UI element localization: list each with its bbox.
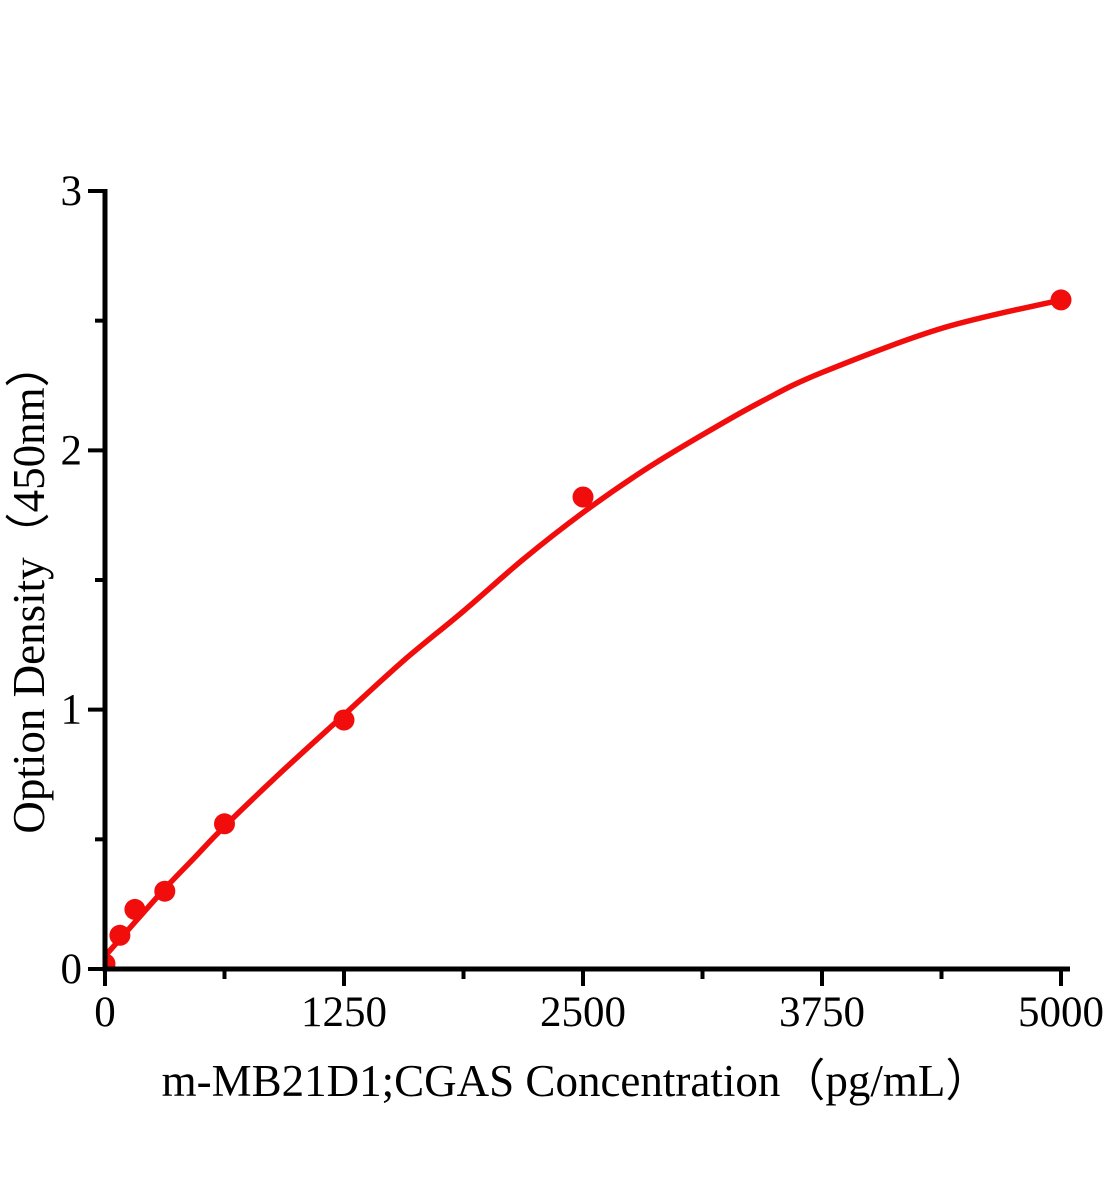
axis-ticks	[88, 189, 1063, 986]
y-axis-title: Option Density（450nm）	[4, 342, 54, 833]
x-tick-label: 2500	[540, 989, 626, 1036]
data-point	[1050, 289, 1072, 311]
data-point	[124, 898, 146, 920]
data-point	[154, 880, 176, 902]
x-tick-label: 5000	[1018, 989, 1104, 1036]
data-point	[333, 709, 355, 731]
x-axis-title: m-MB21D1;CGAS Concentration（pg/mL）	[162, 1056, 991, 1106]
data-point	[105, 953, 116, 969]
x-tick-label: 0	[94, 989, 116, 1036]
y-tick-label: 3	[61, 168, 83, 215]
axes	[102, 189, 1070, 972]
data-point	[214, 813, 235, 835]
x-tick-label: 1250	[301, 989, 387, 1036]
plot-area	[105, 289, 1072, 969]
y-tick-label: 1	[61, 687, 83, 734]
x-tick-label: 3750	[779, 989, 865, 1036]
y-tick-label: 0	[61, 946, 83, 993]
fit-curve	[105, 297, 1064, 959]
y-tick-label: 2	[61, 427, 83, 474]
data-point	[572, 486, 594, 508]
plot-layer: 0 1 2 3 0 1250 2500 3750 5000	[61, 168, 1104, 1036]
data-point	[109, 924, 131, 946]
